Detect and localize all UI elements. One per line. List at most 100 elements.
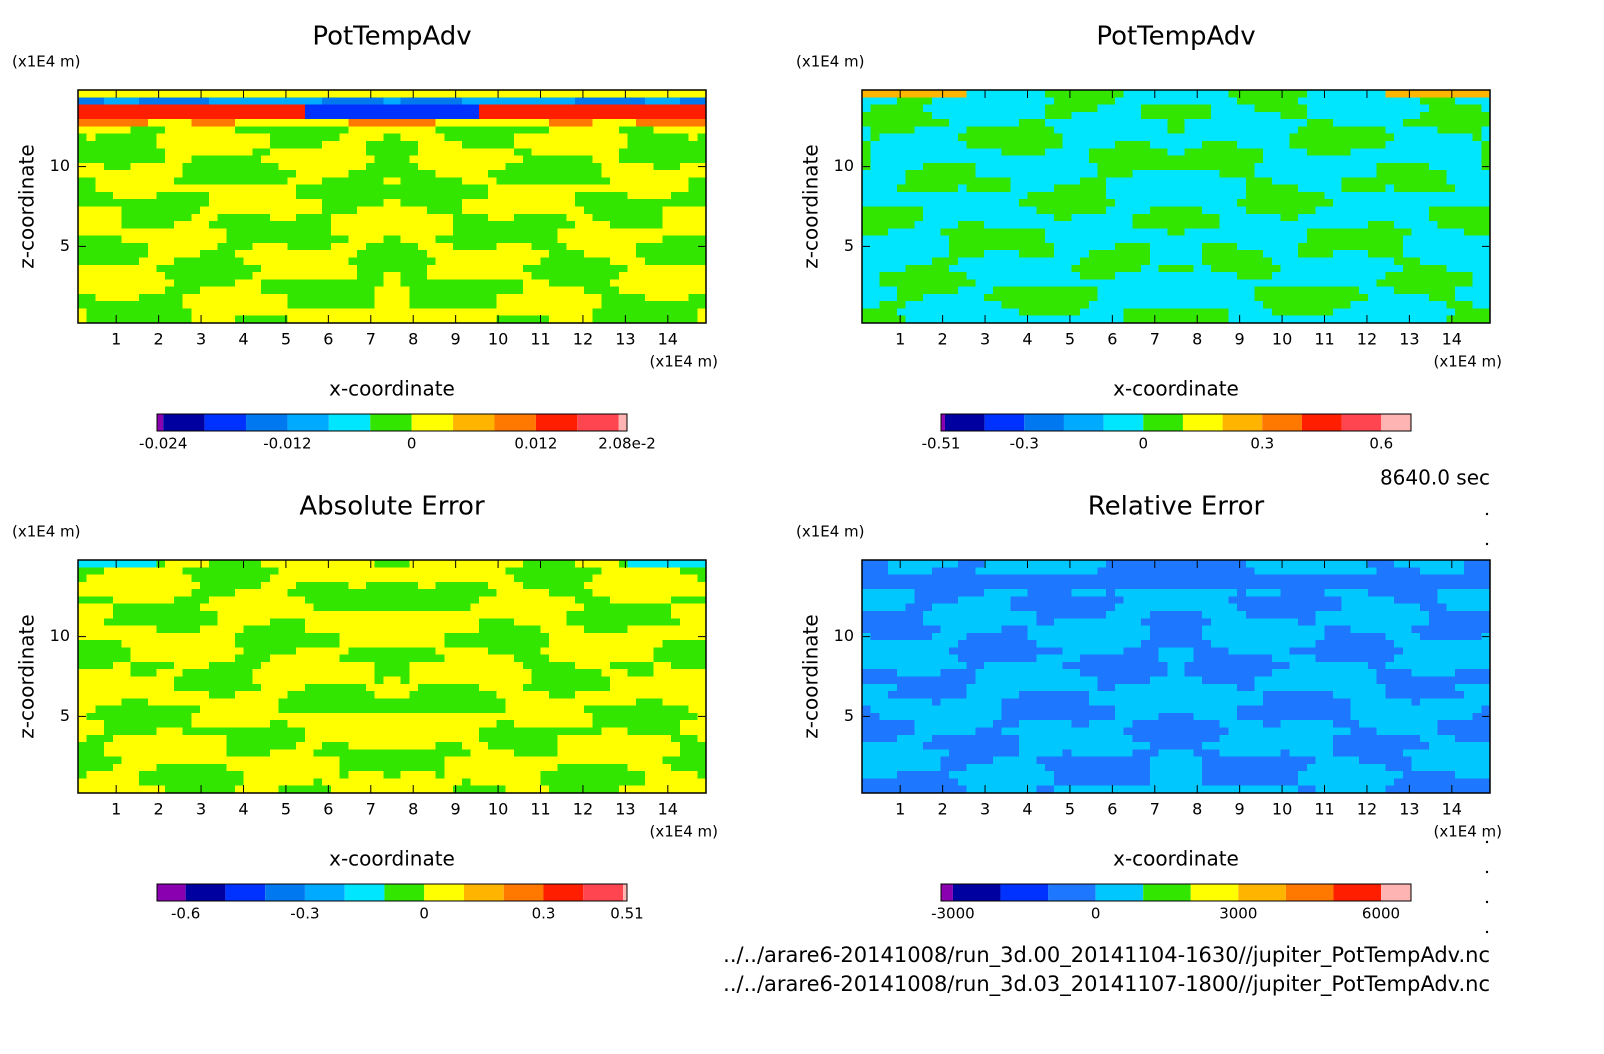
- contour-cell: [1263, 257, 1273, 266]
- contour-cell: [444, 279, 454, 288]
- contour-cell: [1263, 315, 1273, 324]
- contour-cell: [1367, 213, 1378, 222]
- contour-cell: [566, 242, 576, 251]
- contour-cell: [549, 264, 559, 273]
- contour-cell: [278, 170, 288, 178]
- contour-cell: [540, 206, 550, 215]
- contour-cell: [1446, 308, 1456, 317]
- contour-cell: [949, 133, 959, 142]
- contour-cell: [1141, 140, 1151, 149]
- contour-cell: [461, 148, 472, 157]
- contour-cell: [235, 308, 245, 317]
- contour-cell: [1149, 206, 1160, 215]
- contour-cell: [313, 177, 323, 186]
- contour-cell: [453, 191, 463, 200]
- contour-cell: [147, 213, 158, 222]
- contour-cell: [1141, 235, 1151, 244]
- contour-cell: [322, 155, 332, 164]
- contour-cell: [1114, 199, 1125, 208]
- contour-cell: [487, 286, 498, 295]
- contour-cell: [1359, 264, 1369, 273]
- contour-cell: [269, 228, 280, 237]
- contour-cell: [514, 264, 524, 273]
- contour-cell: [862, 177, 872, 186]
- contour-cell: [313, 315, 323, 324]
- contour-cell: [1420, 264, 1430, 273]
- contour-cell: [1176, 308, 1186, 317]
- contour-cell: [1437, 155, 1447, 164]
- contour-cell: [339, 133, 349, 142]
- colorbar-segment: [618, 414, 627, 431]
- contour-cell: [313, 221, 323, 229]
- y-axis-label: z-coordinate: [15, 144, 39, 268]
- contour-cell: [479, 308, 489, 317]
- contour-cell: [671, 119, 681, 128]
- contour-cell: [1176, 119, 1186, 128]
- contour-cell: [278, 228, 288, 237]
- contour-cell: [1158, 119, 1168, 128]
- contour-cell: [1315, 250, 1325, 259]
- contour-cell: [1132, 272, 1142, 280]
- contour-cell: [1210, 126, 1221, 135]
- contour-cell: [1097, 184, 1107, 193]
- contour-cell: [1210, 213, 1221, 222]
- contour-cell: [1219, 111, 1229, 120]
- contour-cell: [470, 119, 480, 128]
- contour-cell: [601, 177, 611, 186]
- contour-cell: [1045, 104, 1055, 113]
- contour-cell: [592, 286, 602, 295]
- contour-cell: [627, 126, 637, 135]
- contour-cell: [217, 308, 227, 317]
- contour-cell: [269, 301, 280, 310]
- contour-cell: [1149, 250, 1160, 259]
- contour-cell: [1306, 272, 1317, 280]
- contour-cell: [208, 279, 219, 288]
- contour-cell: [208, 140, 219, 149]
- contour-cell: [905, 155, 915, 164]
- contour-cell: [618, 133, 629, 142]
- contour-cell: [505, 191, 515, 200]
- contour-cell: [1402, 97, 1413, 106]
- contour-cell: [583, 286, 594, 295]
- contour-cell: [1123, 308, 1133, 317]
- contour-cell: [671, 133, 681, 142]
- contour-cell: [104, 301, 114, 310]
- contour-cell: [1289, 140, 1299, 149]
- contour-cell: [95, 257, 105, 266]
- contour-cell: [1437, 119, 1447, 128]
- contour-cell: [139, 632, 149, 641]
- contour-cell: [1263, 199, 1273, 208]
- contour-cell: [1271, 279, 1282, 288]
- contour-cell: [1402, 235, 1413, 244]
- contour-cell: [1315, 148, 1325, 157]
- contour-cell: [217, 257, 227, 266]
- contour-cell: [1437, 257, 1447, 266]
- contour-cell: [252, 155, 262, 164]
- contour-cell: [261, 301, 271, 310]
- contour-cell: [1402, 264, 1413, 273]
- contour-cell: [662, 235, 672, 244]
- contour-cell: [627, 104, 637, 113]
- contour-cell: [365, 228, 376, 237]
- contour-cell: [1376, 206, 1386, 215]
- contour-cell: [905, 191, 915, 200]
- contour-cell: [688, 184, 698, 193]
- contour-cell: [1437, 213, 1447, 222]
- contour-cell: [252, 191, 262, 200]
- contour-cell: [583, 228, 594, 237]
- contour-cell: [296, 257, 306, 266]
- contour-cell: [1280, 279, 1290, 288]
- contour-cell: [453, 235, 463, 244]
- contour-cell: [1254, 242, 1264, 251]
- contour-cell: [905, 148, 915, 157]
- contour-cell: [357, 242, 367, 251]
- contour-cell: [1053, 264, 1064, 273]
- contour-cell: [400, 133, 411, 142]
- contour-cell: [1376, 184, 1386, 193]
- contour-cell: [1298, 191, 1308, 200]
- contour-cell: [949, 272, 959, 280]
- contour-cell: [966, 315, 976, 324]
- contour-cell: [697, 286, 707, 295]
- contour-cell: [348, 221, 358, 229]
- contour-cell: [95, 126, 105, 135]
